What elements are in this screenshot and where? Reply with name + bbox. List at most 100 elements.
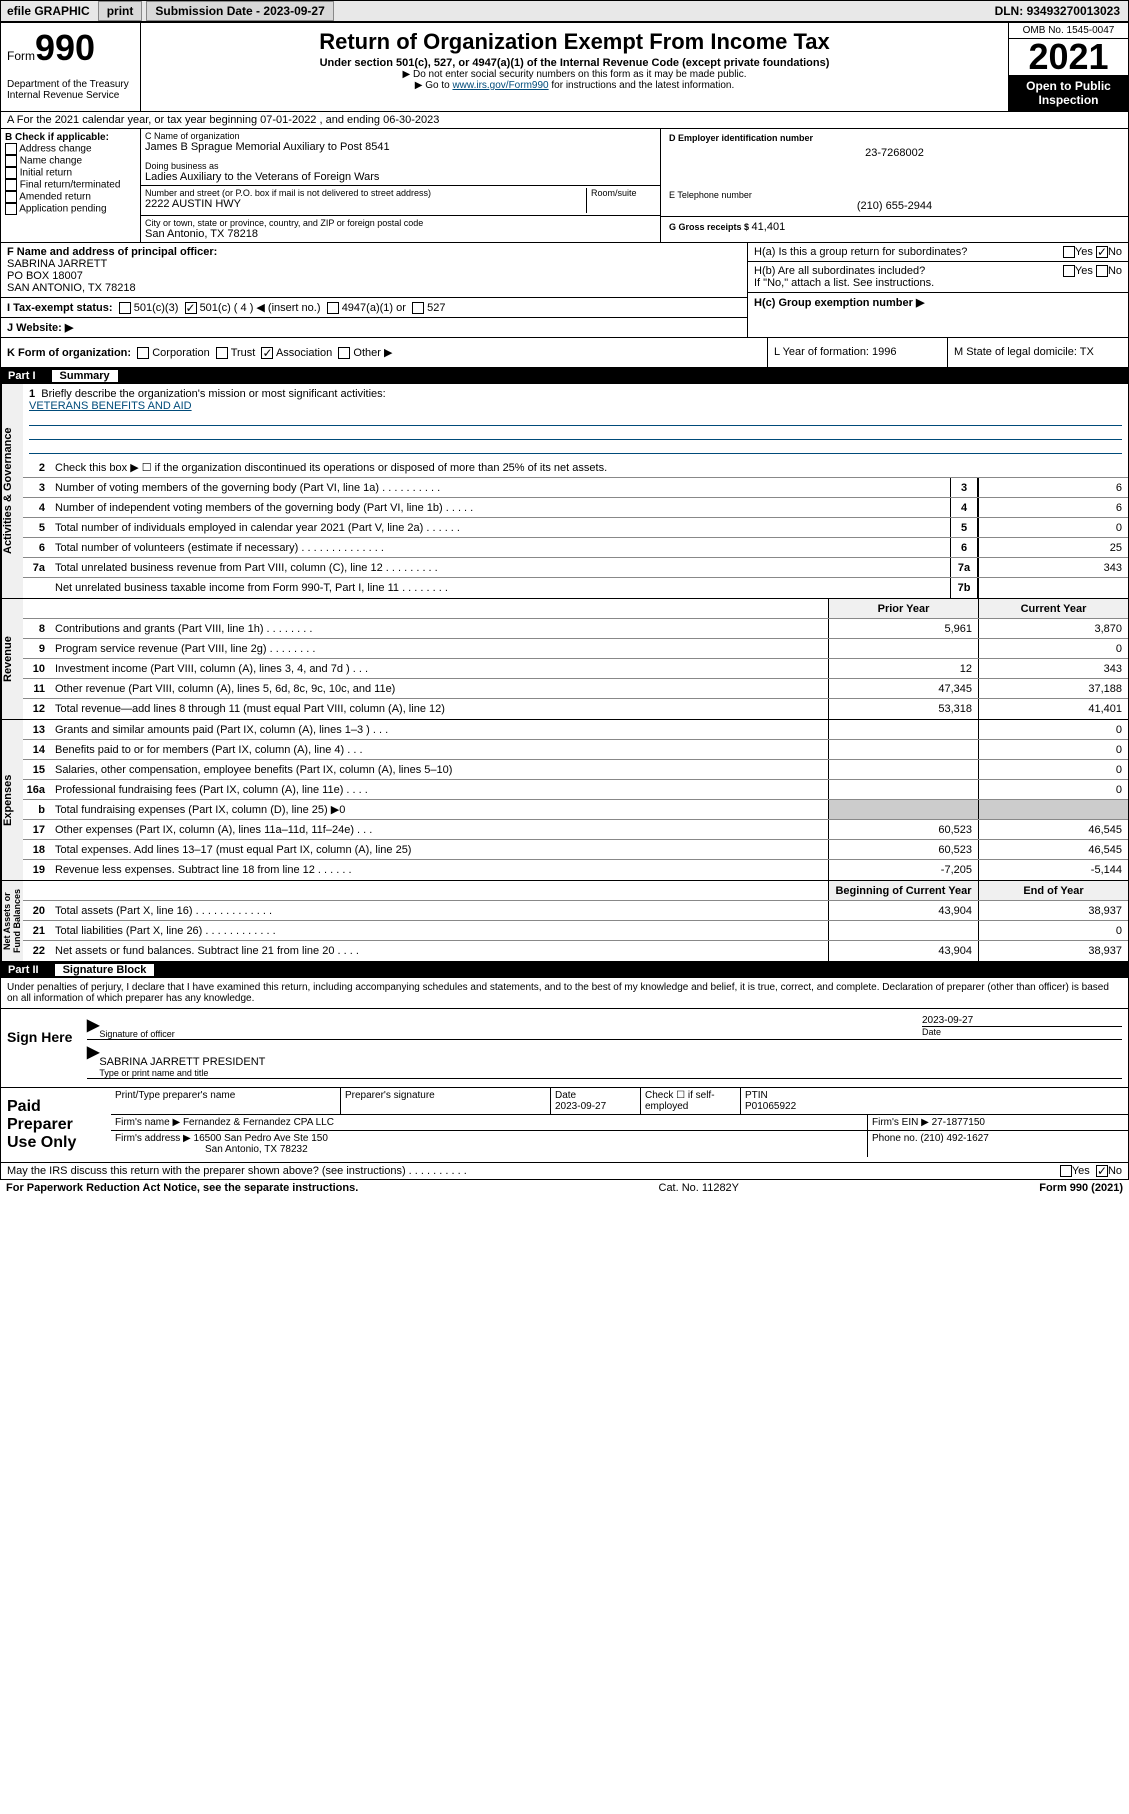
submission-date-button[interactable]: Submission Date - 2023-09-27 [146,1,333,21]
box-d: D Employer identification number 23-7268… [661,129,1128,186]
sig-intro: Under penalties of perjury, I declare th… [0,978,1129,1009]
table-row: 10Investment income (Part VIII, column (… [23,659,1128,679]
form-number: Form990 [7,27,134,69]
table-row: Net unrelated business taxable income fr… [23,578,1128,598]
box-h-a: H(a) Is this a group return for subordin… [748,243,1128,262]
section-bc: B Check if applicable: Address change Na… [0,129,1129,243]
summary-ag: Activities & Governance 1 Briefly descri… [0,384,1129,599]
cb-address-change[interactable]: Address change [5,143,136,155]
summary-exp: Expenses 13Grants and similar amounts pa… [0,720,1129,881]
box-h-b: H(b) Are all subordinates included? Yes … [748,262,1128,293]
table-row: 5Total number of individuals employed in… [23,518,1128,538]
table-row: 11Other revenue (Part VIII, column (A), … [23,679,1128,699]
cb-4947[interactable] [327,302,339,314]
cb-501c[interactable] [185,302,197,314]
paid-preparer-content: Print/Type preparer's name Preparer's si… [111,1088,1128,1162]
mission-line [29,440,1122,454]
form-header: Form990 Department of the Treasury Inter… [0,22,1129,112]
cb-trust[interactable] [216,347,228,359]
cb-discuss-no[interactable] [1096,1165,1108,1177]
cb-hb-yes[interactable] [1063,265,1075,277]
prep-sig-lbl: Preparer's signature [341,1088,551,1114]
mission-link[interactable]: VETERANS BENEFITS AND AID [29,400,192,412]
na-header: Beginning of Current Year End of Year [23,881,1128,901]
efile-label: efile GRAPHIC [1,4,96,18]
cb-assoc[interactable] [261,347,273,359]
open-to-public: Open to Public Inspection [1009,75,1128,111]
cb-app-pending[interactable]: Application pending [5,203,136,215]
table-row: 14Benefits paid to or for members (Part … [23,740,1128,760]
prep-self-emp: Check ☐ if self-employed [641,1088,741,1114]
ag-content: 1 Briefly describe the organization's mi… [23,384,1128,598]
rev-header: Prior Year Current Year [23,599,1128,619]
submission-date-label: Submission Date - [155,4,263,18]
box-c-wrapper: C Name of organization James B Sprague M… [141,129,1128,242]
paid-preparer-block: Paid Preparer Use Only Print/Type prepar… [0,1088,1129,1163]
cb-discuss-yes[interactable] [1060,1165,1072,1177]
cb-initial-return[interactable]: Initial return [5,167,136,179]
rev-content: Prior Year Current Year 8Contributions a… [23,599,1128,719]
prep-name-lbl: Print/Type preparer's name [111,1088,341,1114]
form-ref: Form 990 (2021) [1039,1182,1123,1194]
table-row: 8Contributions and grants (Part VIII, li… [23,619,1128,639]
sign-here-label: Sign Here [1,1009,81,1087]
line-2: 2Check this box ▶ ☐ if the organization … [23,458,1128,478]
cb-final-return[interactable]: Final return/terminated [5,179,136,191]
section-fih: F Name and address of principal officer:… [0,243,1129,338]
table-row: 6Total number of volunteers (estimate if… [23,538,1128,558]
table-row: 18Total expenses. Add lines 13–17 (must … [23,840,1128,860]
box-k: K Form of organization: Corporation Trus… [1,338,768,367]
box-m: M State of legal domicile: TX [948,338,1128,367]
box-l: L Year of formation: 1996 [768,338,948,367]
table-row: 3Number of voting members of the governi… [23,478,1128,498]
mission-line [29,412,1122,426]
cb-501c3[interactable] [119,302,131,314]
pra-notice: For Paperwork Reduction Act Notice, see … [6,1182,358,1194]
table-row: 12Total revenue—add lines 8 through 11 (… [23,699,1128,719]
table-row: 17Other expenses (Part IX, column (A), l… [23,820,1128,840]
department-label: Department of the Treasury Internal Reve… [7,79,134,101]
cb-name-change[interactable]: Name change [5,155,136,167]
box-b: B Check if applicable: Address change Na… [1,129,141,242]
header-middle: Return of Organization Exempt From Incom… [141,23,1008,111]
form-note-1: ▶ Do not enter social security numbers o… [149,69,1000,80]
box-c-address: Number and street (or P.O. box if mail i… [141,186,661,216]
irs-link[interactable]: www.irs.gov/Form990 [452,80,548,91]
discuss-row: May the IRS discuss this return with the… [0,1163,1129,1180]
table-row: 16aProfessional fundraising fees (Part I… [23,780,1128,800]
cb-corp[interactable] [137,347,149,359]
box-c-name: C Name of organization James B Sprague M… [141,129,661,186]
prep-date: Date2023-09-27 [551,1088,641,1114]
row-a-tax-year: A For the 2021 calendar year, or tax yea… [0,112,1129,129]
print-button[interactable]: print [98,1,143,21]
box-i: I Tax-exempt status: 501(c)(3) 501(c) ( … [1,298,747,318]
top-bar: efile GRAPHIC print Submission Date - 20… [0,0,1129,22]
box-b-header: B Check if applicable: [5,132,136,143]
box-j: J Website: ▶ [1,318,747,337]
box-h-c: H(c) Group exemption number ▶ [748,293,1128,312]
na-content: Beginning of Current Year End of Year 20… [23,881,1128,961]
vtab-rev: Revenue [1,599,23,719]
cb-hb-no[interactable] [1096,265,1108,277]
box-e: E Telephone number (210) 655-2944 [661,186,1128,216]
cb-527[interactable] [412,302,424,314]
submission-date-value: 2023-09-27 [263,4,324,18]
tax-year: 2021 [1009,39,1128,75]
dln: DLN: 93493270013023 [995,4,1128,18]
form-subtitle: Under section 501(c), 527, or 4947(a)(1)… [149,57,1000,69]
left-fij: F Name and address of principal officer:… [1,243,748,337]
table-row: 19Revenue less expenses. Subtract line 1… [23,860,1128,880]
table-row: 22Net assets or fund balances. Subtract … [23,941,1128,961]
cb-amended[interactable]: Amended return [5,191,136,203]
prep-ptin: PTINP01065922 [741,1088,1128,1114]
section-klm: K Form of organization: Corporation Trus… [0,338,1129,368]
cb-ha-yes[interactable] [1063,246,1075,258]
cb-ha-no[interactable] [1096,246,1108,258]
box-h: H(a) Is this a group return for subordin… [748,243,1128,337]
table-row: 9Program service revenue (Part VIII, lin… [23,639,1128,659]
mission-line [29,426,1122,440]
arrow-icon: ▶ [87,1042,99,1078]
cb-other[interactable] [338,347,350,359]
header-right: OMB No. 1545-0047 2021 Open to Public In… [1008,23,1128,111]
arrow-icon: ▶ [87,1015,99,1039]
